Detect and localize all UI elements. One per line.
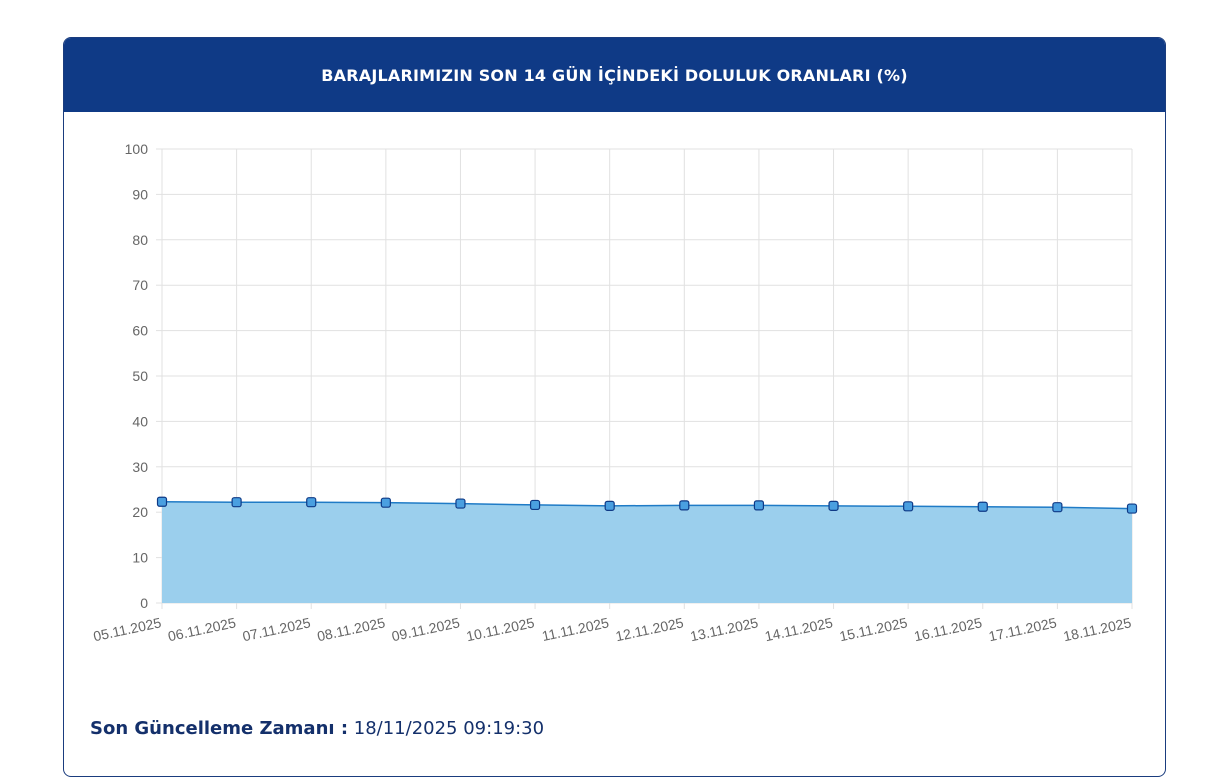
card-title: BARAJLARIMIZIN SON 14 GÜN İÇİNDEKİ DOLUL… [321, 65, 908, 85]
data-point [380, 497, 391, 508]
data-point [753, 500, 765, 511]
card-header: BARAJLARIMIZIN SON 14 GÜN İÇİNDEKİ DOLUL… [64, 38, 1165, 112]
data-point [529, 499, 541, 511]
y-tick-label: 20 [132, 504, 148, 520]
y-tick-label: 10 [132, 550, 148, 566]
x-tick-label: 18.11.2025 [1062, 614, 1133, 644]
x-tick-label: 09.11.2025 [390, 614, 461, 644]
series-line [161, 501, 1133, 510]
data-point [903, 501, 914, 512]
x-tick-label: 13.11.2025 [689, 614, 760, 644]
data-point [977, 501, 988, 512]
data-point [156, 496, 168, 507]
x-tick-label: 17.11.2025 [987, 614, 1058, 644]
last-update-label: Son Güncelleme Zamanı : [90, 718, 349, 739]
x-tick-label: 16.11.2025 [913, 614, 984, 644]
x-tick-label: 08.11.2025 [316, 614, 387, 644]
data-point [604, 500, 615, 511]
x-tick-label: 05.11.2025 [92, 614, 163, 644]
y-tick-label: 70 [132, 277, 148, 293]
data-point [679, 500, 690, 511]
data-point [828, 500, 839, 511]
data-point [231, 497, 242, 508]
chart-card: BARAJLARIMIZIN SON 14 GÜN İÇİNDEKİ DOLUL… [63, 37, 1166, 777]
x-tick-label: 14.11.2025 [763, 614, 834, 644]
data-point [1052, 502, 1063, 513]
x-tick-label: 07.11.2025 [241, 614, 312, 644]
y-tick-label: 50 [132, 368, 148, 384]
series-area [162, 501, 1132, 603]
y-tick-label: 80 [132, 232, 148, 248]
y-tick-label: 40 [132, 413, 148, 429]
x-tick-label: 10.11.2025 [465, 614, 536, 644]
last-update-value: 18/11/2025 09:19:30 [353, 718, 545, 739]
data-point [1126, 503, 1138, 514]
y-tick-label: 30 [132, 459, 148, 475]
data-point [306, 497, 317, 508]
data-point [455, 498, 466, 509]
x-tick-label: 12.11.2025 [614, 614, 685, 644]
x-tick-label: 06.11.2025 [166, 614, 237, 644]
y-tick-label: 60 [132, 323, 148, 339]
x-tick-label: 15.11.2025 [838, 614, 909, 644]
y-tick-label: 90 [132, 186, 148, 202]
x-tick-label: 11.11.2025 [540, 614, 610, 644]
y-tick-label: 0 [140, 595, 148, 611]
y-tick-label: 100 [125, 141, 149, 157]
last-update: Son Güncelleme Zamanı : 18/11/2025 09:19… [90, 718, 544, 739]
